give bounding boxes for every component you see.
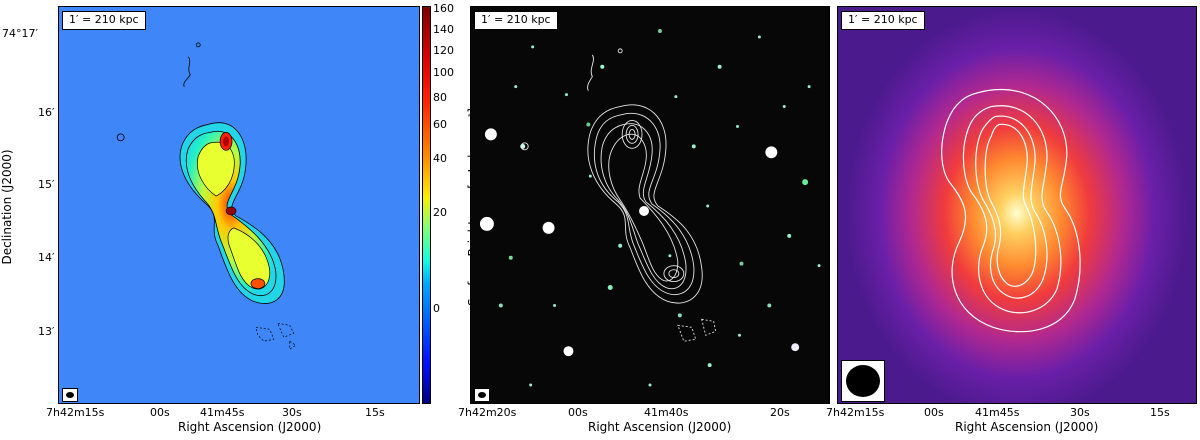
radio-image — [116, 42, 297, 350]
colorbar-tick: 100 — [433, 66, 454, 79]
x-tick: 41m45s — [200, 406, 245, 419]
x-tick: 30s — [1070, 406, 1090, 419]
x-tick: 41m45s — [975, 406, 1020, 419]
colorbar-tick: 60 — [433, 118, 447, 131]
y-tick: 74°17′ — [2, 27, 38, 40]
negative-contour — [277, 322, 295, 338]
north-lobe-inner — [197, 141, 235, 197]
faint-contour — [195, 42, 201, 48]
x-axis-label: Right Ascension (J2000) — [588, 420, 732, 434]
beam-ellipse — [66, 392, 74, 398]
scale-bar-label: 1′ = 210 kpc — [62, 11, 146, 30]
x-tick: 30s — [282, 406, 302, 419]
colorbar-tick: 40 — [433, 152, 447, 165]
beam-ellipse — [478, 392, 486, 398]
beam-box — [841, 360, 885, 402]
y-axis-label: Declination (J2000) — [0, 149, 14, 265]
colorbar-tick: 0 — [433, 302, 440, 315]
star-field — [479, 28, 821, 387]
y-tick: 16′ — [38, 106, 55, 119]
x-tick: 7h42m20s — [458, 406, 517, 419]
radio-image-panel: 1′ = 210 kpc — [58, 6, 420, 404]
y-tick: 13′ — [38, 325, 55, 338]
negative-contour — [255, 326, 275, 342]
x-tick: 15s — [1150, 406, 1170, 419]
scale-bar-label: 1′ = 210 kpc — [841, 11, 925, 30]
x-tick: 15s — [365, 406, 385, 419]
south-hotspot — [250, 278, 266, 289]
xray-image — [941, 88, 1081, 333]
colorbar-tick: 140 — [433, 23, 454, 36]
y-tick: 15′ — [38, 178, 55, 191]
xray-image-panel: 1′ = 210 kpc — [837, 6, 1197, 404]
beam-box — [62, 388, 78, 402]
x-tick: 20s — [770, 406, 790, 419]
north-hotspot-peak — [223, 136, 230, 147]
south-lobe-inner — [227, 227, 271, 290]
y-tick: 14′ — [38, 251, 55, 264]
x-tick: 00s — [924, 406, 944, 419]
beam-ellipse — [846, 365, 880, 397]
colorbar-tick: 160 — [433, 2, 454, 15]
radio-contours — [520, 48, 717, 342]
x-tick: 7h42m15s — [46, 406, 105, 419]
x-axis-label: Right Ascension (J2000) — [955, 420, 1099, 434]
optical-image — [479, 28, 821, 387]
x-tick: 41m40s — [644, 406, 689, 419]
colorbar-tick: 80 — [433, 91, 447, 104]
radio-contours — [941, 88, 1081, 333]
faint-contour-north — [183, 56, 191, 87]
colorbar-tick: 120 — [433, 44, 454, 57]
radio-core — [225, 206, 237, 216]
optical-image-panel: 1′ = 210 kpc — [470, 6, 830, 404]
colorbar — [422, 6, 431, 404]
x-tick: 7h42m15s — [826, 406, 885, 419]
faint-contour — [116, 133, 125, 142]
colorbar-tick: 20 — [433, 206, 447, 219]
x-tick: 00s — [568, 406, 588, 419]
negative-contour — [289, 340, 297, 350]
beam-box — [474, 388, 490, 402]
x-axis-label: Right Ascension (J2000) — [178, 420, 322, 434]
scale-bar-label: 1′ = 210 kpc — [474, 11, 558, 30]
x-tick: 00s — [150, 406, 170, 419]
